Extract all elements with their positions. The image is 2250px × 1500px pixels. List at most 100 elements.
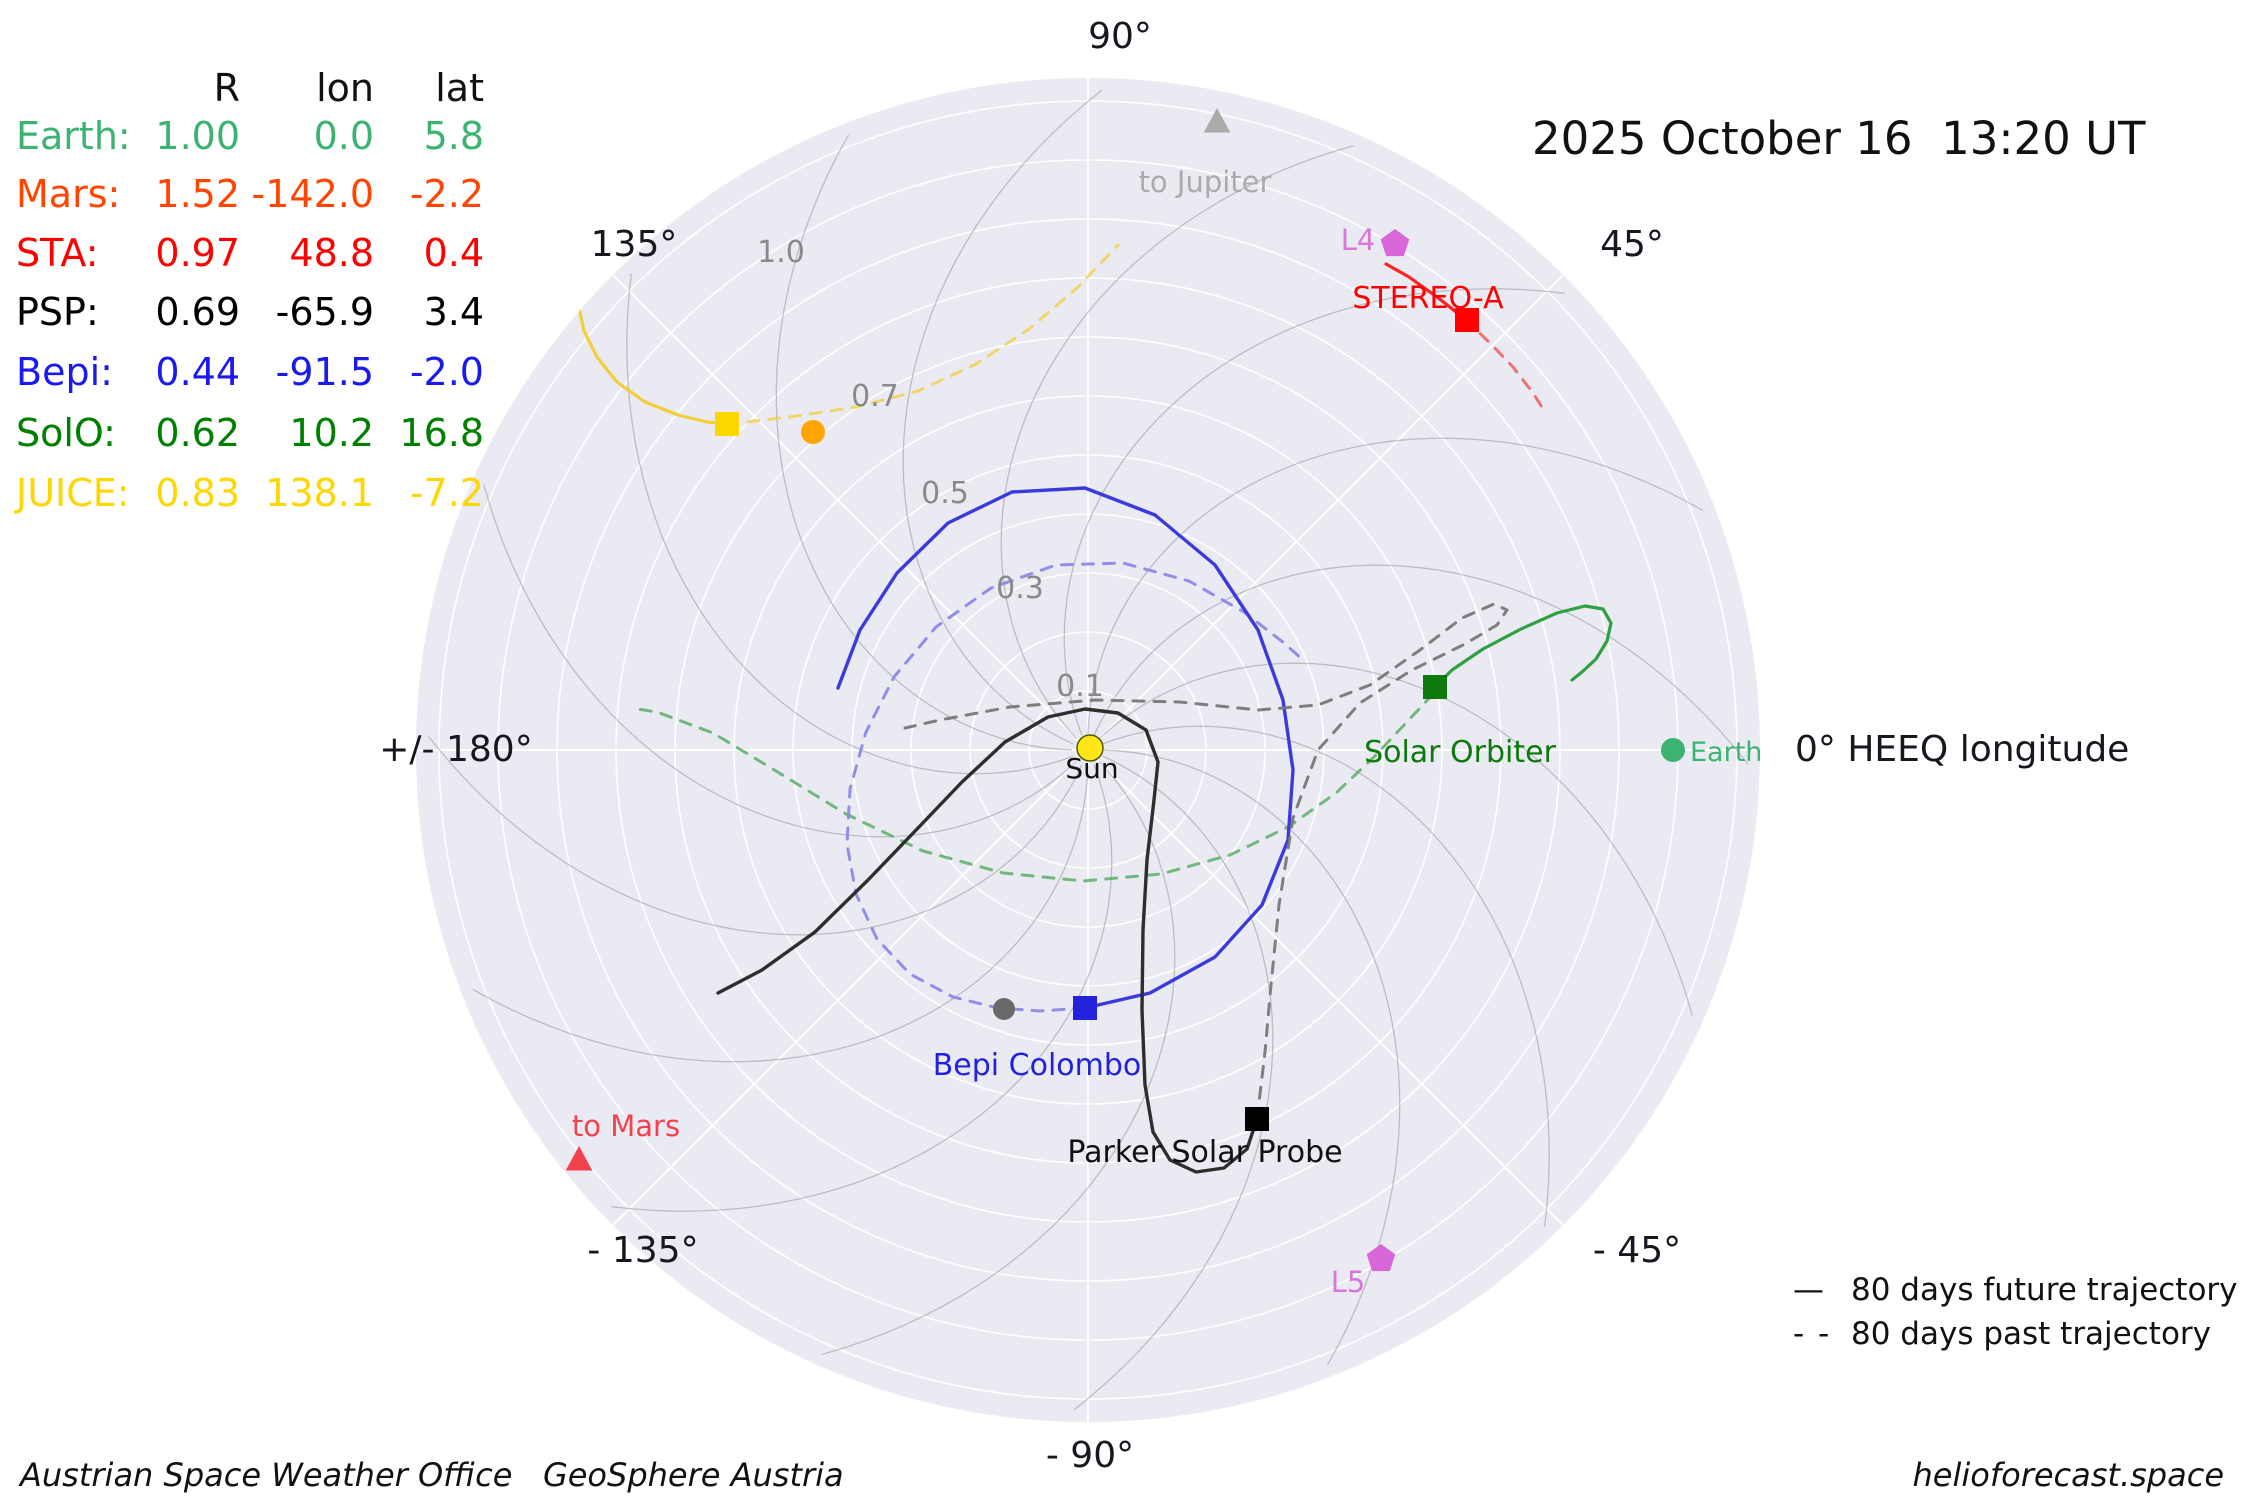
parker-spiral — [427, 735, 1083, 936]
header-lat: lat — [435, 66, 484, 110]
label-earth: Earth — [1690, 737, 1762, 768]
label-to-mars: to Mars — [572, 1109, 680, 1143]
label-solar-orbiter: Solar Orbiter — [1364, 735, 1557, 770]
row-lat: 0.4 — [423, 231, 484, 275]
solid-line-symbol: — — [1793, 1272, 1826, 1308]
row-lon: 0.0 — [313, 114, 374, 158]
row-R: 1.52 — [155, 172, 240, 216]
dashed-line-symbol: - - — [1793, 1316, 1832, 1352]
parker-solar-probe-marker — [1245, 1107, 1269, 1131]
parker-spiral — [1098, 662, 1693, 1016]
row-R: 0.83 — [155, 471, 240, 515]
legend-label: 80 days future trajectory — [1851, 1272, 2238, 1308]
parker-spiral — [611, 764, 1113, 1212]
solar-orbiter-marker — [1423, 675, 1447, 699]
row-lat: -2.0 — [409, 350, 484, 394]
grid-spoke — [612, 274, 1089, 751]
rtick-label-0-1: 0.1 — [1056, 669, 1104, 704]
label-to-jupiter: to Jupiter — [1139, 165, 1272, 199]
parker-spiral — [1102, 725, 1550, 1227]
angle-label-neg90: - 90° — [1046, 1435, 1134, 1476]
angle-label-neg135: - 135° — [587, 1230, 698, 1271]
stereo-a-marker — [1455, 308, 1479, 332]
header-lon: lon — [316, 66, 374, 110]
grid-spoke — [1087, 749, 1564, 1226]
juice-past-trajectory — [725, 243, 1120, 426]
venus-marker — [801, 420, 825, 444]
juice-marker — [715, 412, 739, 436]
row-label: Bepi: — [16, 350, 113, 394]
label-l5: L5 — [1331, 1265, 1366, 1299]
parker-spiral — [1063, 288, 1565, 736]
angle-label-0: 0° HEEQ longitude — [1795, 729, 2129, 770]
row-lon: 48.8 — [289, 231, 374, 275]
legend-item-past: - - 80 days past trajectory — [1793, 1316, 2238, 1360]
l4-marker — [1380, 229, 1410, 257]
row-R: 0.97 — [155, 231, 240, 275]
sun-marker — [1076, 734, 1104, 762]
rtick-label-0-3: 0.3 — [996, 571, 1044, 606]
psp-future-trajectory — [716, 707, 1259, 1174]
angle-label-45: 45° — [1600, 224, 1664, 265]
parker-spiral — [1000, 145, 1354, 740]
row-lon: -142.0 — [251, 172, 375, 216]
grid-spoke — [1087, 274, 1564, 751]
row-label: JUICE: — [16, 471, 130, 515]
solar-orbiter-future-trajectory — [1433, 604, 1613, 689]
juice-future-trajectory — [576, 301, 729, 426]
to-mars-arrow-marker — [565, 1146, 593, 1171]
label-bepi-colombo: Bepi Colombo — [933, 1048, 1142, 1083]
stereo-a-past-trajectory — [1463, 317, 1547, 414]
rtick-label-1-0: 1.0 — [757, 235, 805, 270]
to-jupiter-arrow-marker — [1203, 108, 1231, 133]
earth-marker — [1661, 738, 1685, 762]
row-R: 0.69 — [155, 290, 240, 334]
label-l4: L4 — [1341, 223, 1376, 257]
legend-label: 80 days past trajectory — [1851, 1316, 2211, 1352]
parker-spiral — [472, 765, 1089, 1063]
row-label: Mars: — [16, 172, 121, 216]
label-sun: Sun — [1065, 752, 1118, 785]
angle-label-90: 90° — [1088, 16, 1152, 57]
legend-item-future: — 80 days future trajectory — [1793, 1272, 2238, 1316]
credit-text: Austrian Space Weather Office GeoSphere … — [20, 1456, 844, 1494]
row-label: SolO: — [16, 411, 116, 455]
solar-orbiter-past-trajectory — [629, 692, 1435, 883]
l5-marker — [1366, 1244, 1396, 1272]
parker-spiral — [483, 484, 1078, 838]
row-lat: 5.8 — [423, 114, 484, 158]
rtick-label-0-5: 0.5 — [921, 476, 969, 511]
parker-spiral — [1073, 755, 1274, 1411]
parker-spiral — [902, 89, 1103, 745]
grid-spoke — [612, 749, 1089, 1226]
psp-past-trajectory — [903, 602, 1509, 1121]
label-stereo-a: STEREO-A — [1352, 281, 1504, 316]
header-R: R — [213, 66, 240, 110]
row-R: 0.62 — [155, 411, 240, 455]
row-lon: -65.9 — [275, 290, 374, 334]
angle-label-180: +/- 180° — [379, 729, 532, 770]
angle-label-neg45: - 45° — [1593, 1230, 1681, 1271]
row-lat: -7.2 — [409, 471, 484, 515]
parker-spiral — [1103, 749, 1401, 1366]
rtick-label-0-7: 0.7 — [851, 379, 899, 414]
parker-spiral — [1093, 564, 1749, 765]
row-lon: 10.2 — [289, 411, 374, 455]
row-lon: -91.5 — [275, 350, 374, 394]
row-label: Earth: — [16, 114, 131, 158]
stereo-a-future-trajectory — [1384, 262, 1467, 321]
row-lat: 3.4 — [423, 290, 484, 334]
row-lat: 16.8 — [399, 411, 484, 455]
bepi-future-trajectory — [836, 486, 1295, 1010]
website-text: helioforecast.space — [1912, 1456, 2224, 1494]
angle-label-135: 135° — [591, 224, 678, 265]
bepi-colombo-marker — [1073, 996, 1097, 1020]
row-lat: -2.2 — [409, 172, 484, 216]
parker-spiral — [775, 134, 1073, 751]
label-psp: Parker Solar Probe — [1067, 1135, 1342, 1170]
parker-spiral — [1087, 437, 1704, 735]
row-R: 0.44 — [155, 350, 240, 394]
mercury-marker — [993, 998, 1015, 1020]
